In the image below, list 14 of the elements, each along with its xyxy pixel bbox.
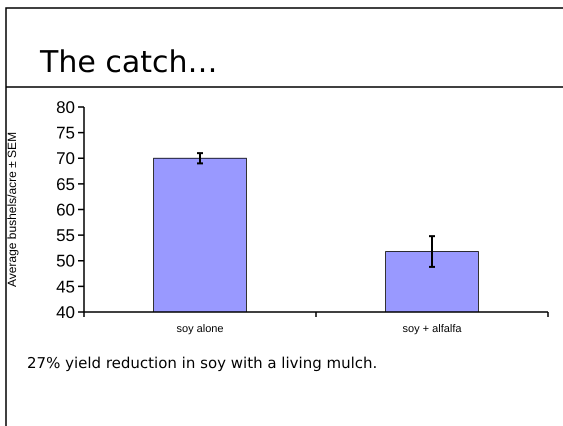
x-tick-label: soy + alfalfa [402,323,462,335]
y-tick-label: 70 [56,149,75,168]
y-tick-label: 75 [56,124,75,143]
y-tick-label: 65 [56,174,75,194]
x-tick-label: soy alone [176,323,224,335]
text: 27% yield reduction in soy with a living mulch. [27,354,378,372]
y-tick-label: 80 [56,98,75,117]
chart-title: The catch… [39,45,218,80]
y-tick-label: 55 [56,226,75,246]
y-tick-label: 50 [56,252,75,271]
y-tick-label: 60 [56,200,75,220]
y-tick-label: 40 [56,302,75,322]
y-axis-title: Average bushels/acre ± SEM [5,132,19,288]
y-tick-label: 45 [56,277,75,296]
